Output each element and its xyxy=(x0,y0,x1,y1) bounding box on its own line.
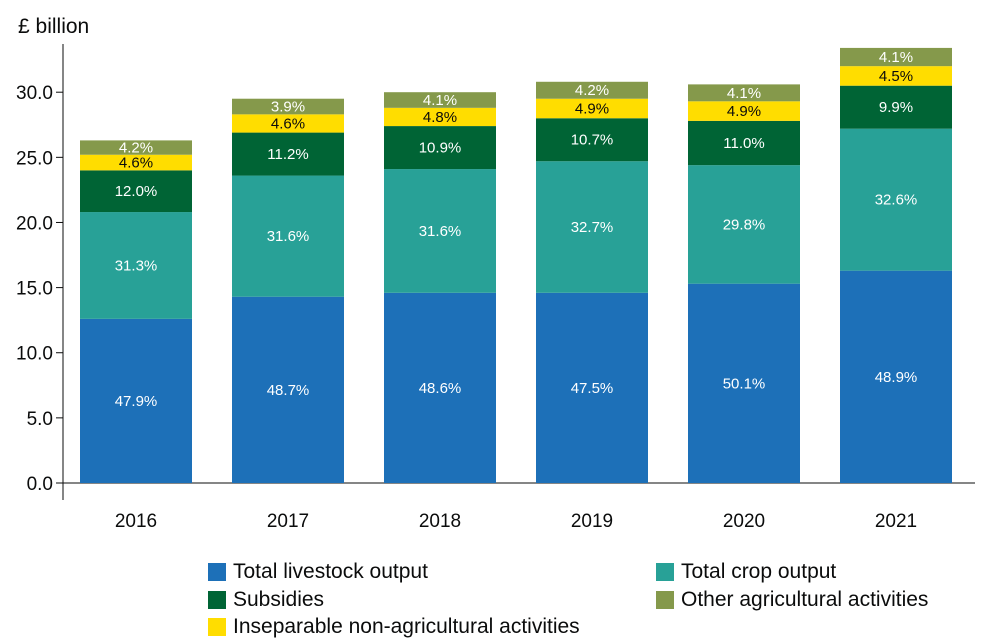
bar-segment xyxy=(688,101,800,121)
bar-segment xyxy=(536,118,648,162)
bar-segment xyxy=(384,107,496,127)
x-tick-label: 2018 xyxy=(419,511,461,532)
legend-item-crop: Total crop output xyxy=(656,561,836,583)
bar-stack-2018: 48.6% 31.6% 10.9% 4.8%4.1% xyxy=(384,92,496,483)
bar-segment xyxy=(232,114,344,133)
bar-segment xyxy=(536,98,648,119)
y-axis-label: £ billion xyxy=(18,15,89,38)
bar-stack-2016: 47.9% 31.3% 12.0% 4.6%4.2% xyxy=(80,140,192,483)
bar-segment-label: 11.0% xyxy=(723,135,764,152)
bar-segment-label: 11.2% xyxy=(267,146,308,163)
bar-segment xyxy=(536,81,648,99)
bar-segment xyxy=(80,318,192,483)
y-tick-label: 15.0 xyxy=(16,279,53,300)
bar-segment xyxy=(384,292,496,483)
bar-segment xyxy=(232,175,344,297)
legend-label-inseparable: Inseparable non-agricultural activities xyxy=(233,615,580,638)
y-tick-label: 30.0 xyxy=(16,83,53,104)
bar-segment xyxy=(536,161,648,293)
bar-segment xyxy=(536,292,648,483)
bar-segment-label: 4.1% xyxy=(423,92,457,109)
x-tick-label: 2019 xyxy=(571,511,613,532)
bar-segment-label: 4.9% xyxy=(727,103,761,120)
legend-item-other-agri: Other agricultural activities xyxy=(656,589,928,611)
x-tick-label: 2016 xyxy=(115,511,157,532)
bar-stack-2021: 48.9% 32.6% 9.9% 4.5% 4.1% xyxy=(840,47,952,483)
bar-segment-label: 4.6% xyxy=(271,115,305,132)
bar-segment xyxy=(688,84,800,102)
bar-segment xyxy=(80,154,192,171)
bar-segment xyxy=(384,92,496,108)
bar-segment-label: 47.5% xyxy=(571,380,614,397)
bar-segment-label: 4.1% xyxy=(879,49,913,66)
bar-segment xyxy=(688,165,800,284)
bar-segment-label: 4.1% xyxy=(727,85,761,102)
bar-segment-label: 31.3% xyxy=(115,257,158,274)
bar-stack-2020: 50.1% 29.8% 11.0% 4.9%4.1% xyxy=(688,84,800,483)
bar-segment xyxy=(840,47,952,67)
legend-swatch-inseparable xyxy=(208,618,226,636)
bar-segment xyxy=(80,140,192,155)
legend-swatch-other-agri xyxy=(656,591,674,609)
bar-stack-2019: 47.5% 32.7% 10.7% 4.9%4.2% xyxy=(536,81,648,483)
legend-swatch-livestock xyxy=(208,563,226,581)
bar-segment-label: 4.2% xyxy=(119,140,153,157)
bar-segment xyxy=(840,85,952,129)
bar-segment-label: 3.9% xyxy=(271,99,305,116)
y-tick-label: 5.0 xyxy=(27,409,53,430)
x-tick-label: 2017 xyxy=(267,511,309,532)
bar-segment-label: 4.9% xyxy=(575,100,609,117)
y-tick-label: 0.0 xyxy=(27,474,53,495)
legend-label-other-agri: Other agricultural activities xyxy=(681,588,929,611)
bar-segment-label: 4.2% xyxy=(575,82,609,99)
bar-segment xyxy=(688,120,800,166)
x-tick-label: 2021 xyxy=(875,511,917,532)
bar-stack-2017: 48.7% 31.6% 11.2% 4.6%3.9% xyxy=(232,99,344,483)
bar-segment xyxy=(384,169,496,293)
bar-segment-label: 10.9% xyxy=(419,140,462,157)
y-tick-label: 25.0 xyxy=(16,148,53,169)
bar-segment xyxy=(840,128,952,271)
bar-segment xyxy=(688,283,800,483)
x-tick-label: 2020 xyxy=(723,511,765,532)
bar-segment-label: 10.7% xyxy=(571,132,614,149)
legend-item-inseparable: Inseparable non-agricultural activities xyxy=(208,616,580,638)
bar-segment xyxy=(232,132,344,176)
legend-item-subsidies: Subsidies xyxy=(208,589,324,611)
bar-segment xyxy=(232,98,344,115)
stacked-bar-chart: £ billion 0.0 5.0 10.0 15.0 20.0 25.0 30.0 2016… xyxy=(16,15,975,532)
legend-label-crop: Total crop output xyxy=(681,560,837,583)
legend-label-livestock: Total livestock output xyxy=(233,560,428,583)
bar-segment-label: 47.9% xyxy=(115,393,158,410)
y-tick-label: 10.0 xyxy=(16,344,53,365)
bar-segment-label: 4.8% xyxy=(423,109,457,126)
bar-segment-label: 31.6% xyxy=(267,228,310,245)
bar-segment xyxy=(232,296,344,483)
bar-segment xyxy=(840,66,952,86)
bars: 47.9%31.3%12.0%4.6%4.2%48.7%31.6%11.2%4.… xyxy=(80,47,952,483)
bar-segment-label: 4.6% xyxy=(119,155,153,172)
bar-segment-label: 31.6% xyxy=(419,223,462,240)
bar-segment-label: 32.7% xyxy=(571,219,614,236)
bar-segment-label: 9.9% xyxy=(879,99,913,116)
legend-item-livestock: Total livestock output xyxy=(208,561,428,583)
bar-segment-label: 48.6% xyxy=(419,380,462,397)
bar-segment-label: 48.7% xyxy=(267,382,310,399)
bar-segment xyxy=(80,170,192,213)
bar-segment-label: 50.1% xyxy=(723,375,766,392)
bar-segment xyxy=(384,126,496,170)
bar-segment-label: 29.8% xyxy=(723,216,766,233)
bar-segment xyxy=(840,270,952,483)
bar-segment xyxy=(80,212,192,319)
bar-segment-label: 4.5% xyxy=(879,68,913,85)
legend-swatch-subsidies xyxy=(208,591,226,609)
axes: 0.0 5.0 10.0 15.0 20.0 25.0 30.0 2016 2017 2018 20… xyxy=(16,44,975,532)
y-tick-label: 20.0 xyxy=(16,213,53,234)
bar-segment-label: 32.6% xyxy=(875,192,918,209)
legend-swatch-crop xyxy=(656,563,674,581)
bar-segment-label: 12.0% xyxy=(115,183,158,200)
bar-segment-label: 48.9% xyxy=(875,369,918,386)
legend-label-subsidies: Subsidies xyxy=(233,588,325,611)
